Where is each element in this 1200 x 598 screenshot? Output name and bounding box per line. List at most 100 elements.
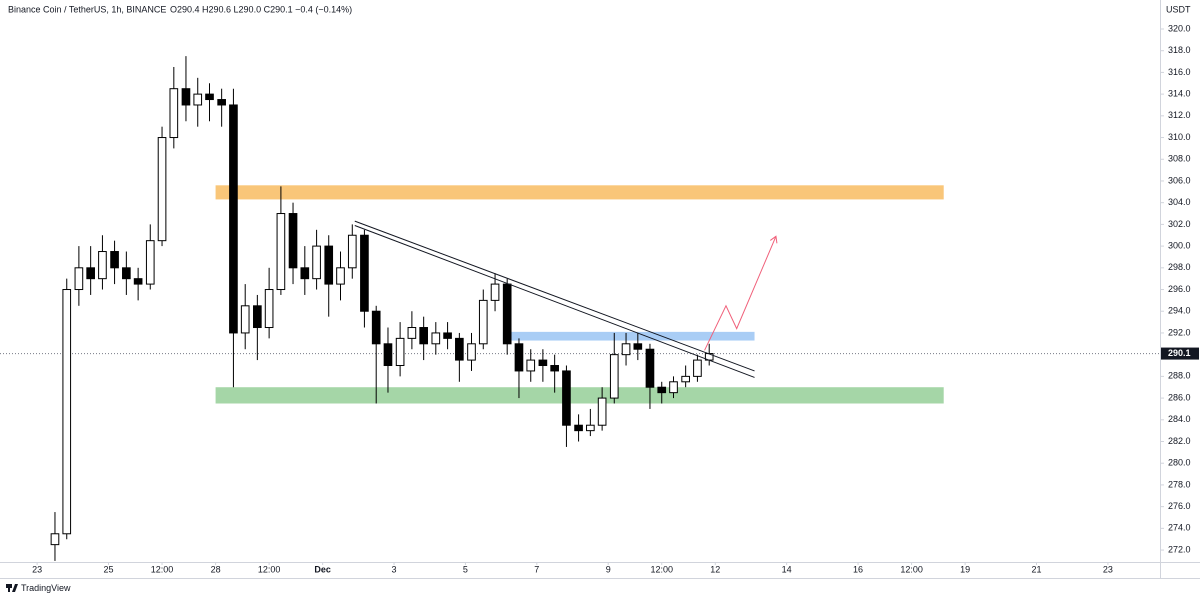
candle-body <box>62 289 72 535</box>
candle-body <box>574 424 583 432</box>
y-tick-label: 294.0 <box>1168 306 1191 316</box>
candle-body <box>157 137 167 242</box>
candle-body <box>312 245 321 280</box>
y-tick-label: 316.0 <box>1168 67 1191 77</box>
y-tick-label: 314.0 <box>1168 88 1191 98</box>
x-tick-label: 23 <box>32 564 42 574</box>
candle-body <box>371 310 381 345</box>
x-tick-label: 12 <box>710 564 720 574</box>
candle-body <box>229 104 238 334</box>
candle-body <box>467 343 476 361</box>
candle-body <box>324 245 334 285</box>
y-tick-label: 282.0 <box>1168 436 1191 446</box>
candle-body <box>502 283 512 345</box>
y-tick-label: 280.0 <box>1168 458 1191 468</box>
zone <box>215 387 944 404</box>
candle-body <box>240 305 250 334</box>
x-tick-label: 3 <box>392 564 397 574</box>
y-tick-label: 274.0 <box>1168 523 1191 533</box>
y-tick-label: 292.0 <box>1168 327 1191 337</box>
candle-body <box>145 240 155 285</box>
candle-body <box>300 267 310 280</box>
x-tick-label: 12:00 <box>650 564 673 574</box>
candle-body <box>478 299 488 345</box>
tradingview-logo <box>6 584 18 592</box>
last-price-tag <box>1161 347 1199 360</box>
candle-body <box>562 370 571 426</box>
chart-title: Binance Coin / TetherUS, 1h, BINANCE <box>8 4 166 14</box>
x-tick-label: 19 <box>960 564 970 574</box>
candle-body <box>669 381 678 394</box>
candle-body <box>538 359 548 367</box>
footer-brand: TradingView <box>21 583 71 593</box>
candle-body <box>609 354 619 399</box>
y-tick-label: 318.0 <box>1168 45 1191 55</box>
candle-body <box>395 337 405 367</box>
candle-body <box>657 386 667 394</box>
y-tick-label: 278.0 <box>1168 479 1191 489</box>
candle-body <box>455 337 464 361</box>
candle-body <box>383 343 393 367</box>
candle-body <box>526 359 536 372</box>
candle-body <box>419 327 428 345</box>
y-tick-label: 320.0 <box>1168 23 1191 33</box>
ohlc-readout: O290.4 H290.6 L290.0 C290.1 −0.4 (−0.14%… <box>170 4 352 14</box>
y-tick-label: 286.0 <box>1168 392 1191 402</box>
y-axis-label: USDT <box>1166 4 1191 14</box>
candle-body <box>86 267 95 280</box>
candle-body <box>347 234 357 269</box>
y-tick-label: 312.0 <box>1168 110 1191 120</box>
x-tick-label: 23 <box>1103 564 1113 574</box>
candle-body <box>336 267 345 285</box>
candle-body <box>586 424 595 432</box>
x-tick-label: 21 <box>1031 564 1041 574</box>
candle-body <box>443 332 452 339</box>
candle-body <box>205 93 214 101</box>
candle-body <box>122 267 131 280</box>
candle-body <box>288 213 298 269</box>
x-tick-label: 28 <box>211 564 221 574</box>
projection-path <box>704 236 777 351</box>
candle-body <box>217 99 226 106</box>
candle-body <box>253 305 262 329</box>
candle-body <box>621 343 631 356</box>
y-tick-label: 308.0 <box>1168 154 1191 164</box>
candle-body <box>193 93 203 106</box>
candle-body <box>181 88 191 106</box>
x-tick-label: 25 <box>103 564 113 574</box>
candle-body <box>633 343 643 350</box>
candle-body <box>276 213 286 291</box>
candle-body <box>645 348 655 388</box>
y-tick-label: 306.0 <box>1168 175 1191 185</box>
y-tick-label: 300.0 <box>1168 240 1191 250</box>
x-tick-label: 9 <box>606 564 611 574</box>
x-tick-label: 5 <box>463 564 468 574</box>
candle-body <box>407 327 417 339</box>
trend-line <box>354 220 755 372</box>
candle-body <box>110 251 119 269</box>
candle-body <box>169 88 179 139</box>
candle-body <box>264 289 274 329</box>
x-tick-label: 16 <box>853 564 863 574</box>
candle-body <box>360 234 369 312</box>
candle-body <box>490 283 500 301</box>
y-tick-label: 310.0 <box>1168 132 1191 142</box>
y-tick-label: 284.0 <box>1168 414 1191 424</box>
last-price-label: 290.1 <box>1168 348 1191 358</box>
y-tick-label: 304.0 <box>1168 197 1191 207</box>
candle-body <box>693 359 702 377</box>
y-tick-label: 302.0 <box>1168 219 1191 229</box>
zone <box>502 331 755 341</box>
candle-body <box>597 397 607 426</box>
x-tick-label: Dec <box>314 564 331 574</box>
candle-body <box>98 251 107 280</box>
x-tick-label: 12:00 <box>151 564 174 574</box>
x-tick-label: 12:00 <box>900 564 923 574</box>
candle-body <box>431 332 441 345</box>
candle-body <box>133 278 143 285</box>
candle-body <box>681 375 690 383</box>
y-tick-label: 296.0 <box>1168 284 1191 294</box>
candle-body <box>74 267 84 291</box>
candle-body <box>550 365 559 372</box>
y-tick-label: 272.0 <box>1168 544 1191 554</box>
